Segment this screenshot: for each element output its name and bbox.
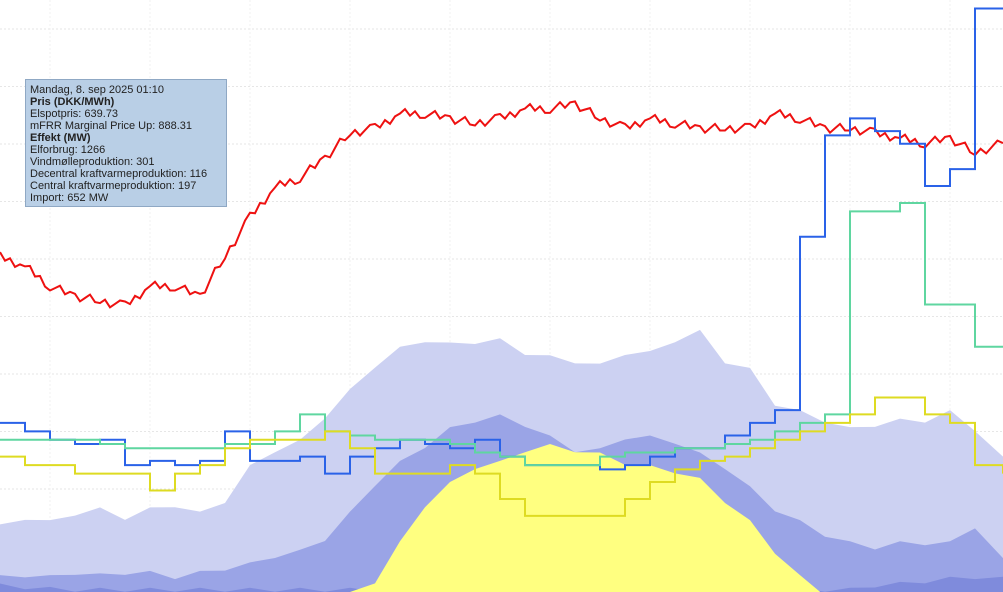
tooltip-date: Mandag, 8. sep 2025 01:10 <box>30 84 164 96</box>
tooltip-price-header: Pris (DKK/MWh) <box>30 96 115 108</box>
tooltip-wind: Vindmølleproduktion: 301 <box>30 156 155 168</box>
hover-tooltip: Mandag, 8. sep 2025 01:10 Pris (DKK/MWh)… <box>25 79 227 207</box>
tooltip-mfrr-price: mFRR Marginal Price Up: 888.31 <box>30 120 193 132</box>
tooltip-power-header: Effekt (MW) <box>30 132 91 144</box>
tooltip-decentral: Decentral kraftvarmeproduktion: 116 <box>30 168 208 180</box>
production-areas <box>0 329 1003 592</box>
green-step-line <box>0 201 1003 467</box>
tooltip-spot-price: Elspotpris: 639.73 <box>30 108 119 120</box>
tooltip-consumption: Elforbrug: 1266 <box>30 144 106 156</box>
series-lines <box>0 7 1003 517</box>
yellow-step-line <box>0 396 1003 517</box>
area-solar <box>0 444 1003 592</box>
mfrr-price-line <box>0 7 1003 475</box>
tooltip-import: Import: 652 MW <box>30 192 109 204</box>
spot-price-line <box>0 100 1003 309</box>
tooltip-central: Central kraftvarmeproduktion: 197 <box>30 180 197 192</box>
